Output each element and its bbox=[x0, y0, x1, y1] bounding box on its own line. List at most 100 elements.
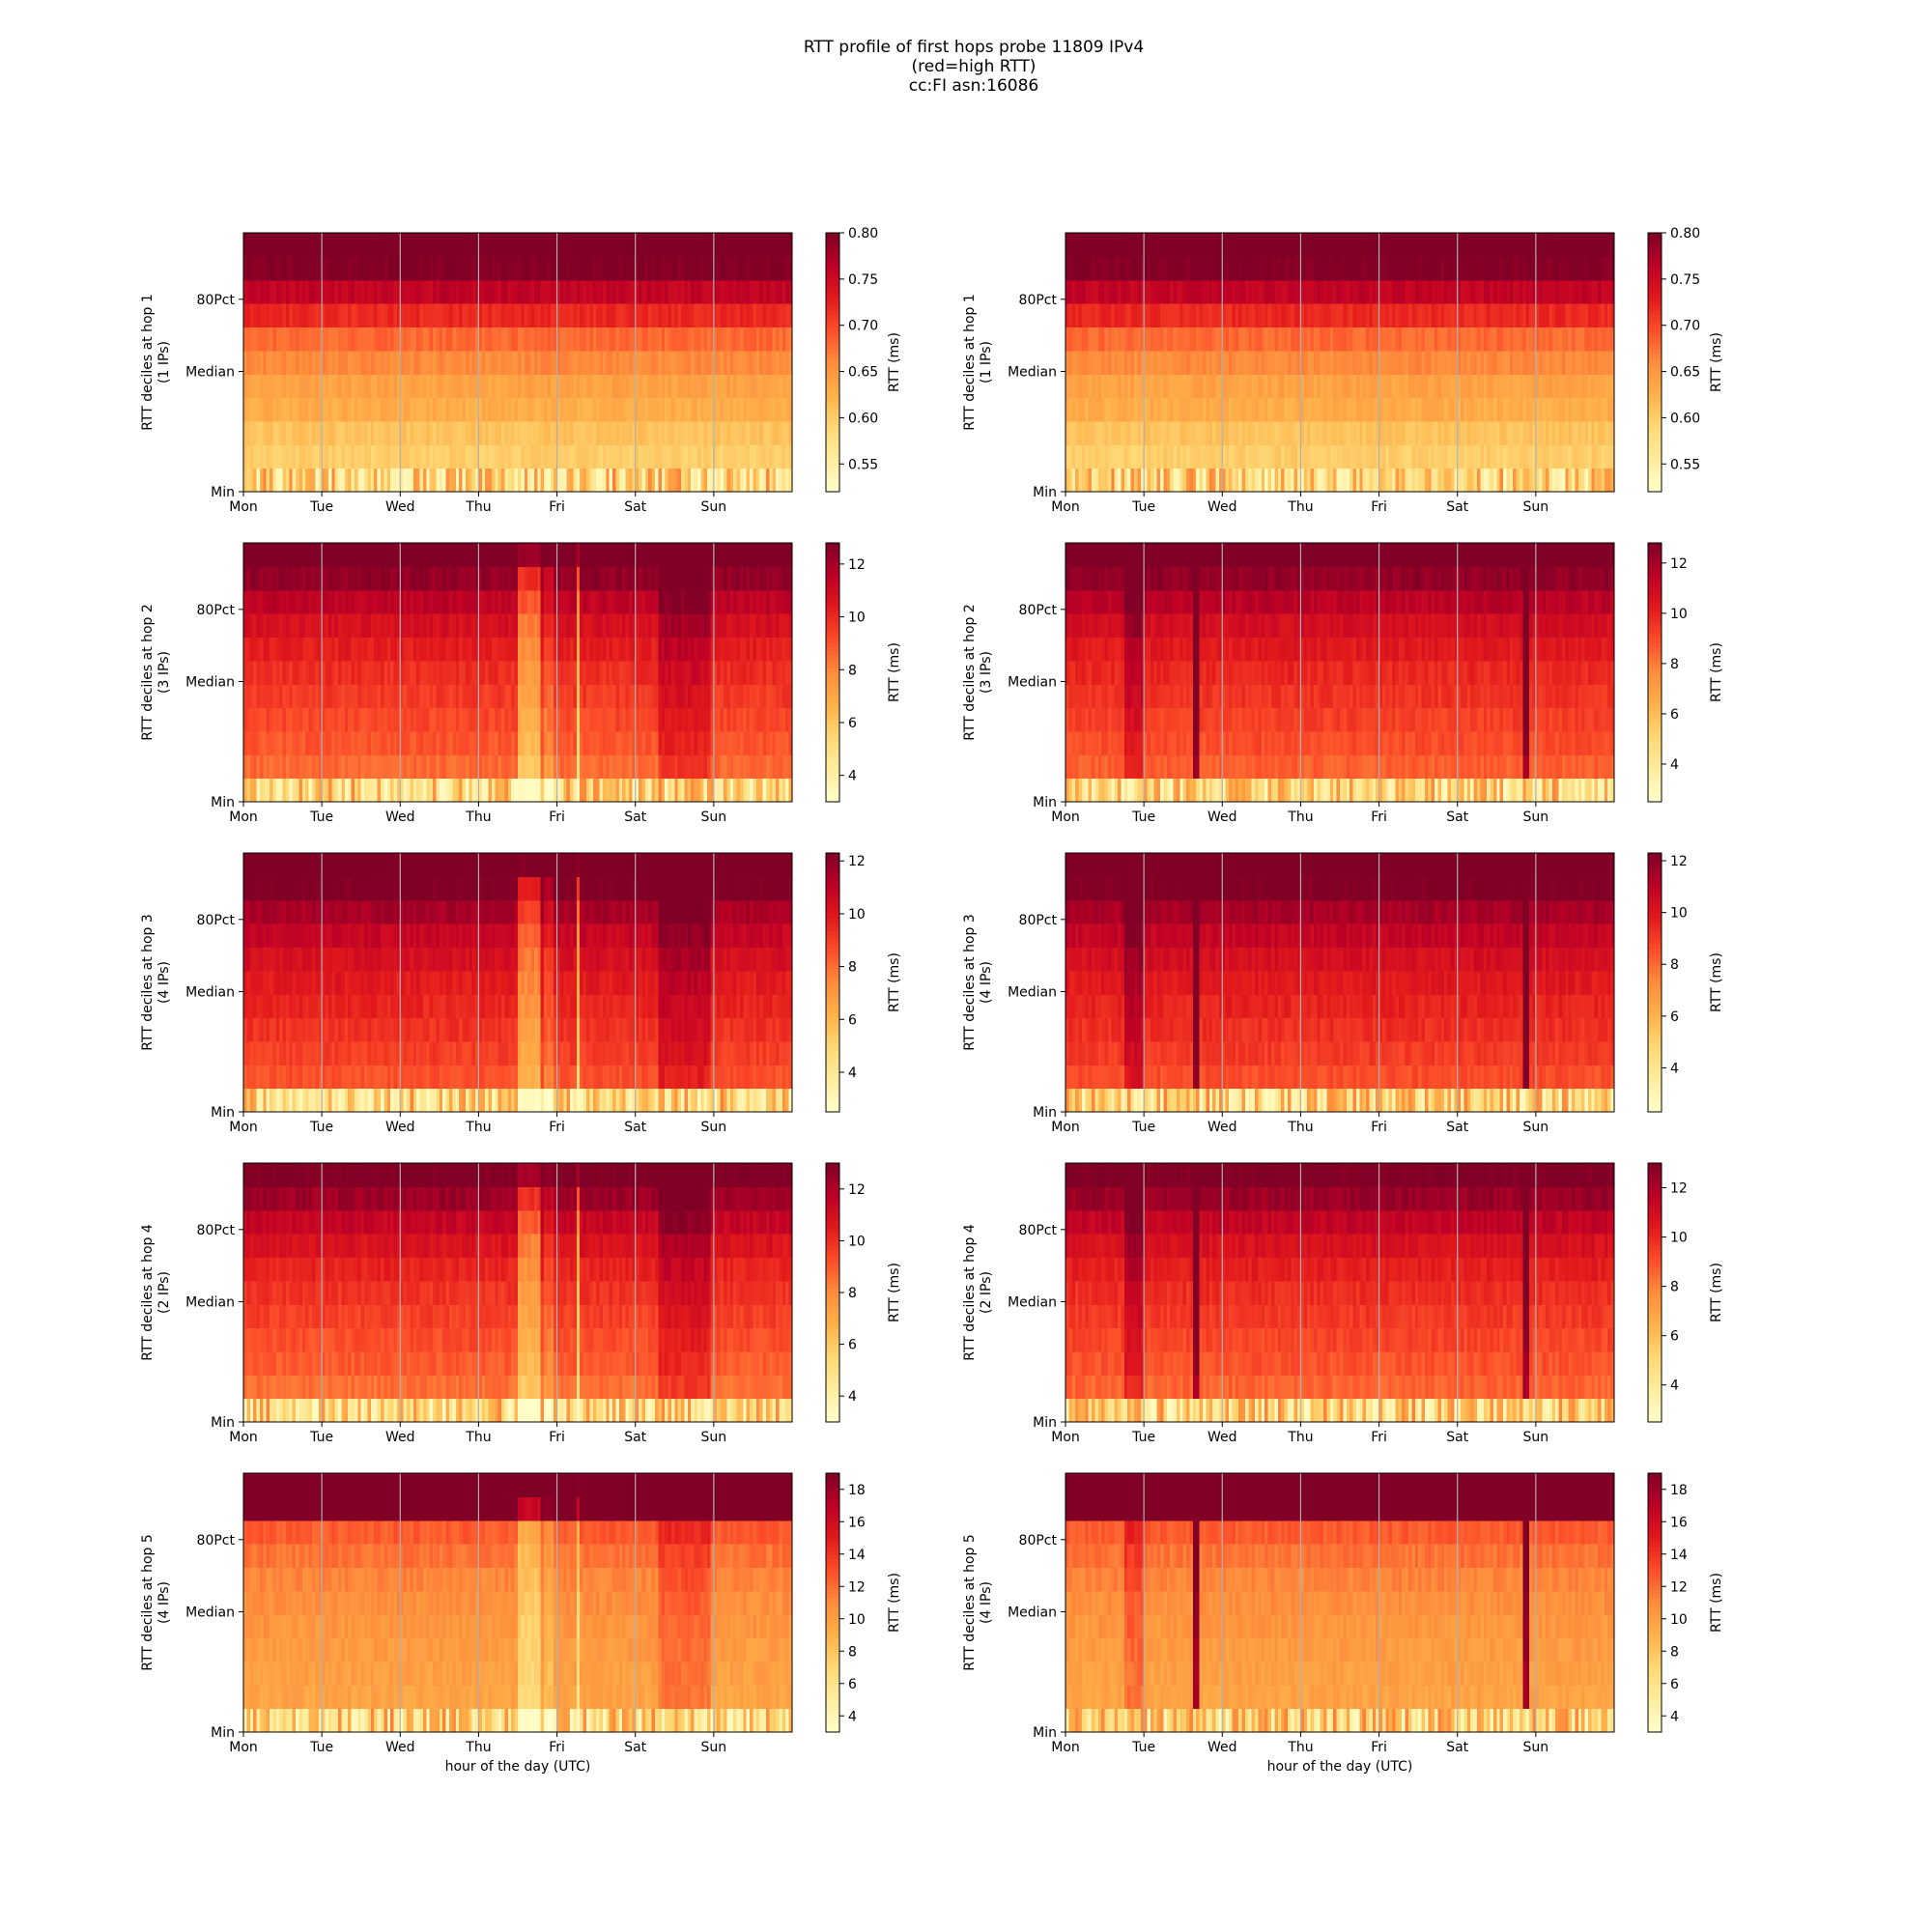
heatmap-cell bbox=[755, 397, 760, 422]
heatmap-cell bbox=[249, 374, 254, 399]
heatmap-cell bbox=[416, 256, 421, 281]
heatmap-cell bbox=[354, 303, 358, 328]
heatmap-cell bbox=[429, 374, 434, 399]
heatmap-cell bbox=[272, 327, 277, 352]
heatmap-cell bbox=[360, 444, 365, 469]
heatmap-cell bbox=[439, 350, 443, 375]
heatmap-cell bbox=[602, 444, 607, 469]
heatmap-cell bbox=[367, 303, 372, 328]
heatmap-cell bbox=[556, 420, 561, 445]
heatmap-cell bbox=[707, 468, 712, 493]
heatmap-cell bbox=[410, 256, 414, 281]
heatmap-cell bbox=[596, 374, 601, 399]
heatmap-cell bbox=[533, 327, 538, 352]
heatmap-cell bbox=[249, 233, 254, 257]
heatmap-cell bbox=[1104, 256, 1109, 281]
heatmap-cell bbox=[1130, 256, 1135, 281]
colorbar-segment bbox=[826, 452, 839, 458]
heatmap-cell bbox=[1111, 303, 1116, 328]
heatmap-cell bbox=[694, 444, 698, 469]
heatmap-cell bbox=[746, 420, 751, 445]
heatmap-cell bbox=[364, 444, 369, 469]
heatmap-cell bbox=[661, 327, 666, 352]
heatmap-cell bbox=[582, 397, 587, 422]
heatmap-cell bbox=[285, 468, 290, 493]
heatmap-cell bbox=[507, 279, 512, 304]
heatmap-cell bbox=[282, 350, 287, 375]
heatmap-cell bbox=[429, 543, 434, 567]
heatmap-cell bbox=[292, 684, 297, 709]
heatmap-cell bbox=[327, 468, 332, 493]
heatmap-cell bbox=[481, 327, 486, 352]
heatmap-cell bbox=[609, 303, 613, 328]
heatmap-cell bbox=[308, 303, 313, 328]
heatmap-cell bbox=[592, 397, 597, 422]
heatmap-cell bbox=[298, 420, 303, 445]
heatmap-cell bbox=[436, 279, 440, 304]
heatmap-cell bbox=[501, 350, 506, 375]
heatmap-cell bbox=[1092, 350, 1096, 375]
heatmap-cell bbox=[296, 350, 300, 375]
heatmap-cell bbox=[327, 303, 332, 328]
colorbar-segment bbox=[826, 466, 839, 471]
heatmap-cell bbox=[1388, 468, 1393, 493]
heatmap-cell bbox=[331, 279, 336, 304]
heatmap-cell bbox=[625, 233, 630, 257]
heatmap-cell bbox=[1561, 279, 1566, 304]
heatmap-cell bbox=[550, 444, 554, 469]
heatmap-cell bbox=[625, 303, 630, 328]
heatmap-cell bbox=[687, 420, 692, 445]
heatmap-cell bbox=[360, 233, 365, 257]
heatmap-cell bbox=[618, 397, 623, 422]
heatmap-cell bbox=[1251, 303, 1256, 328]
heatmap-cell bbox=[563, 233, 568, 257]
heatmap-cell bbox=[618, 303, 623, 328]
heatmap-cell bbox=[615, 397, 620, 422]
heatmap-cell bbox=[746, 468, 751, 493]
heatmap-cell bbox=[315, 233, 320, 257]
heatmap-cell bbox=[655, 256, 659, 281]
heatmap-cell bbox=[628, 303, 633, 328]
colorbar-segment bbox=[826, 474, 839, 480]
heatmap-cell bbox=[537, 468, 542, 493]
heatmap-cell bbox=[400, 468, 405, 493]
heatmap-cell bbox=[433, 303, 438, 328]
heatmap-cell bbox=[1150, 303, 1154, 328]
heatmap-cell bbox=[449, 327, 453, 352]
heatmap-cell bbox=[1092, 420, 1096, 445]
heatmap-cell bbox=[442, 444, 447, 469]
heatmap-cell bbox=[341, 303, 346, 328]
heatmap-cell bbox=[357, 350, 362, 375]
heatmap-cell bbox=[717, 420, 722, 445]
heatmap-cell bbox=[674, 233, 679, 257]
heatmap-cell bbox=[1424, 327, 1429, 352]
heatmap-cell bbox=[412, 374, 417, 399]
colorbar-segment bbox=[826, 305, 839, 311]
heatmap-cell bbox=[246, 468, 251, 493]
heatmap-cell bbox=[1355, 350, 1360, 375]
heatmap-cell bbox=[442, 350, 447, 375]
heatmap-cell bbox=[292, 303, 297, 328]
heatmap-cell bbox=[419, 468, 424, 493]
heatmap-cell bbox=[475, 350, 480, 375]
colorbar-segment bbox=[1648, 280, 1662, 286]
heatmap-cell bbox=[765, 468, 770, 493]
heatmap-cell bbox=[743, 350, 748, 375]
heatmap-cell bbox=[334, 444, 339, 469]
heatmap-cell bbox=[677, 256, 682, 281]
heatmap-cell bbox=[511, 303, 516, 328]
heatmap-cell bbox=[612, 303, 617, 328]
heatmap-cell bbox=[341, 279, 346, 304]
heatmap-cell bbox=[1140, 420, 1145, 445]
heatmap-cell bbox=[416, 233, 421, 257]
heatmap-cell bbox=[696, 233, 701, 257]
heatmap-cell bbox=[694, 374, 698, 399]
heatmap-cell bbox=[661, 303, 666, 328]
heatmap-cell bbox=[665, 444, 669, 469]
heatmap-cell bbox=[315, 444, 320, 469]
heatmap-cell bbox=[533, 778, 538, 803]
heatmap-cell bbox=[331, 420, 336, 445]
heatmap-cell bbox=[419, 233, 424, 257]
heatmap-cell bbox=[507, 256, 512, 281]
heatmap-cell bbox=[292, 613, 297, 639]
